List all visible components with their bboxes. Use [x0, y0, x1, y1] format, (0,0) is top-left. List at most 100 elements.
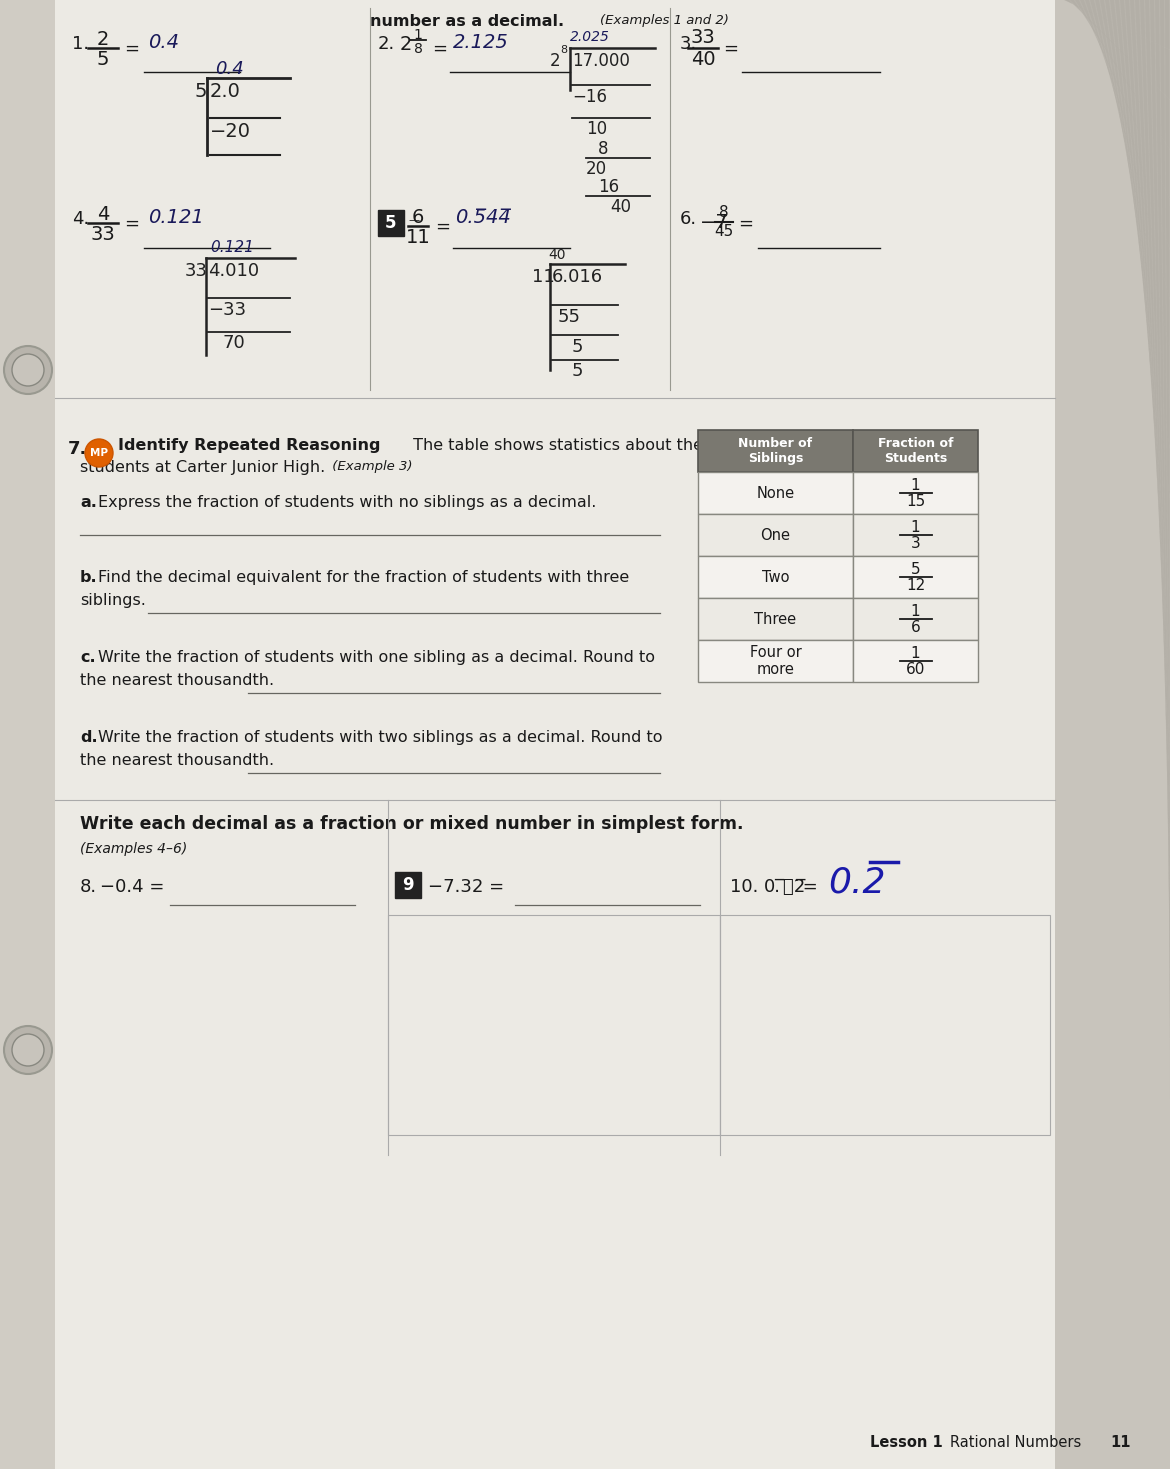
Text: b.: b.	[80, 570, 97, 585]
Circle shape	[4, 1025, 51, 1074]
Text: Four or
more: Four or more	[750, 645, 801, 677]
Text: 6: 6	[910, 620, 921, 635]
Text: 5: 5	[572, 361, 584, 380]
Polygon shape	[1085, 0, 1170, 300]
Text: 5: 5	[385, 214, 397, 232]
Polygon shape	[1071, 0, 1170, 150]
Circle shape	[12, 1034, 44, 1066]
Text: 5: 5	[195, 82, 207, 101]
Polygon shape	[1100, 0, 1170, 450]
Bar	[698, 598, 853, 640]
Text: 3: 3	[910, 536, 921, 551]
Text: Find the decimal equivalent for the fraction of students with three: Find the decimal equivalent for the frac…	[98, 570, 629, 585]
Text: 0.4: 0.4	[147, 32, 179, 51]
Text: −16: −16	[572, 88, 607, 106]
Text: Write the fraction of students with one sibling as a decimal. Round to: Write the fraction of students with one …	[98, 649, 655, 665]
Polygon shape	[1140, 0, 1170, 851]
Text: None: None	[757, 485, 794, 501]
Text: Two: Two	[762, 570, 790, 585]
Text: 8: 8	[598, 140, 608, 159]
Text: 45: 45	[715, 223, 734, 239]
Text: 17.000: 17.000	[572, 51, 629, 71]
Bar	[0, 0, 55, 1469]
Polygon shape	[1060, 0, 1170, 50]
Text: =: =	[124, 40, 139, 57]
Text: d.: d.	[80, 730, 97, 745]
Polygon shape	[1159, 0, 1170, 1050]
Text: (Examples 4–6): (Examples 4–6)	[80, 842, 187, 856]
Bar	[388, 915, 720, 1136]
Text: 60: 60	[906, 661, 925, 677]
Polygon shape	[1080, 0, 1170, 250]
Text: 1: 1	[413, 28, 422, 43]
Polygon shape	[1090, 0, 1170, 350]
Text: 10.: 10.	[730, 878, 758, 896]
Text: −7: −7	[700, 213, 729, 232]
Polygon shape	[1065, 0, 1170, 100]
Text: 0.121: 0.121	[147, 209, 204, 228]
Circle shape	[85, 439, 113, 467]
Polygon shape	[1095, 0, 1170, 400]
Text: 40: 40	[610, 198, 631, 216]
Bar	[853, 640, 978, 682]
Text: 2.: 2.	[378, 35, 395, 53]
Text: (Examples 1 and 2): (Examples 1 and 2)	[600, 15, 729, 26]
Text: 6.016: 6.016	[552, 267, 603, 286]
Text: 1: 1	[910, 477, 921, 492]
Text: 12: 12	[906, 577, 925, 592]
Circle shape	[4, 347, 51, 394]
Text: a.: a.	[80, 495, 97, 510]
Text: 5: 5	[572, 338, 584, 355]
Text: −7.32 =: −7.32 =	[428, 878, 504, 896]
Text: Number of
Siblings: Number of Siblings	[738, 436, 812, 466]
Text: Write the fraction of students with two siblings as a decimal. Round to: Write the fraction of students with two …	[98, 730, 662, 745]
Polygon shape	[1135, 0, 1170, 801]
Text: siblings.: siblings.	[80, 593, 146, 608]
Text: Rational Numbers: Rational Numbers	[950, 1435, 1081, 1450]
Text: 55: 55	[558, 308, 581, 326]
Text: c.: c.	[80, 649, 96, 665]
Text: 2: 2	[550, 51, 560, 71]
Text: 7.: 7.	[68, 441, 88, 458]
Text: 0.5̅44̅: 0.5̅44̅	[455, 209, 511, 228]
Polygon shape	[1150, 0, 1170, 950]
Polygon shape	[1130, 0, 1170, 751]
Bar	[720, 915, 1049, 1136]
Text: =: =	[432, 40, 447, 57]
Bar	[698, 640, 853, 682]
Text: =: =	[435, 217, 450, 237]
Text: 8: 8	[720, 206, 729, 220]
Text: 4.010: 4.010	[208, 261, 259, 281]
Text: 11: 11	[532, 267, 555, 286]
Text: Lesson 1: Lesson 1	[870, 1435, 943, 1450]
Text: One: One	[760, 527, 791, 542]
Text: 4: 4	[97, 206, 109, 223]
Text: 15: 15	[906, 494, 925, 508]
Text: 2: 2	[97, 29, 109, 48]
Text: the nearest thousandth.: the nearest thousandth.	[80, 673, 274, 687]
Polygon shape	[1120, 0, 1170, 649]
Text: 6: 6	[412, 209, 425, 228]
Polygon shape	[1115, 0, 1170, 599]
Text: 20: 20	[586, 160, 607, 178]
Text: −33: −33	[208, 301, 246, 319]
Text: Write each decimal as a fraction or mixed number in simplest form.: Write each decimal as a fraction or mixe…	[80, 815, 743, 833]
Polygon shape	[1104, 0, 1170, 499]
Text: 1: 1	[910, 520, 921, 535]
Polygon shape	[1155, 0, 1170, 1000]
Text: 5: 5	[97, 50, 109, 69]
Text: 2.025: 2.025	[570, 29, 610, 44]
Bar	[395, 873, 421, 898]
Text: (Example 3): (Example 3)	[328, 460, 413, 473]
Text: ̅͐2̅: ̅͐2̅	[783, 878, 805, 896]
Text: 1: 1	[910, 604, 921, 618]
Text: 16: 16	[598, 178, 619, 195]
Bar	[853, 472, 978, 514]
Bar	[698, 472, 853, 514]
Bar	[853, 514, 978, 555]
Text: MP: MP	[90, 448, 108, 458]
Text: 40: 40	[548, 248, 565, 261]
Text: 1.: 1.	[73, 35, 89, 53]
Text: 40: 40	[690, 50, 715, 69]
Text: The table shows statistics about the: The table shows statistics about the	[408, 438, 703, 452]
